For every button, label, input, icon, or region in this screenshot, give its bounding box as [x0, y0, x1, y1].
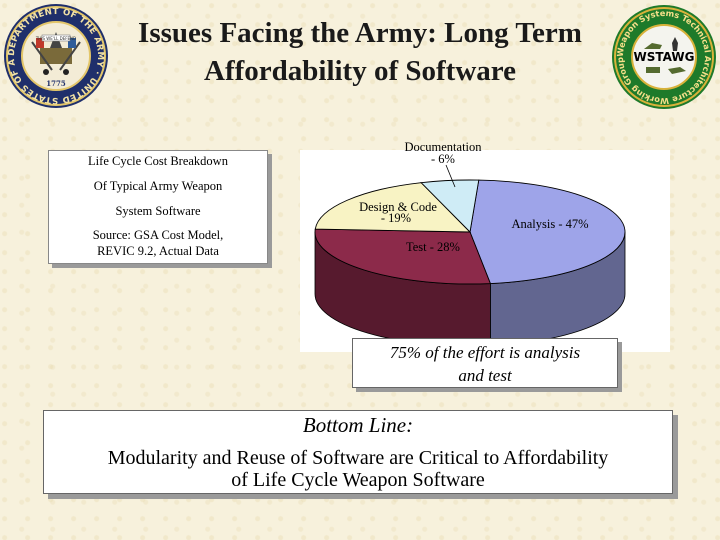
title-line-2: Affordability of Software	[204, 55, 516, 87]
info-line-4: Source: GSA Cost Model,	[92, 228, 224, 242]
label-design-line-2: - 19%	[381, 211, 411, 225]
info-line-2: Of Typical Army Weapon	[93, 179, 223, 193]
label-design-line-1: Design & Code	[359, 200, 437, 214]
info-box: Life Cycle Cost Breakdown Of Typical Arm…	[48, 150, 268, 264]
info-line-3: System Software	[115, 204, 201, 218]
info-line-5: REVIC 9.2, Actual Data	[97, 244, 219, 258]
label-documentation-line-2: - 6%	[431, 152, 455, 166]
army-seal-logo: DEPARTMENT OF THE ARMY · UNITED STATES O…	[2, 2, 108, 108]
label-test: Test - 28%	[406, 240, 460, 254]
seal-ribbon-text: THIS WE'LL DEFEND	[35, 36, 76, 41]
pie-slice-test	[314, 228, 492, 285]
bottom-line-text: Modularity and Reuse of Software are Cri…	[44, 447, 672, 491]
bottom-line-text-1: Modularity and Reuse of Software are Cri…	[107, 447, 609, 469]
title-line-1: Issues Facing the Army: Long Term	[138, 17, 582, 49]
label-analysis: Analysis - 47%	[511, 217, 588, 231]
analysis-test-callout: 75% of the effort is analysis and test	[352, 338, 618, 388]
bottom-line-box: Bottom Line: Modularity and Reuse of Sof…	[43, 410, 673, 494]
pie-slice-analysis	[469, 179, 626, 285]
pie-slice-documentation	[420, 179, 480, 233]
info-line-1: Life Cycle Cost Breakdown	[88, 154, 228, 168]
badge-name: WSTAWG	[634, 50, 695, 64]
bottom-line-heading: Bottom Line:	[302, 413, 414, 437]
callout-line-2: and test	[458, 366, 512, 385]
documentation-leader-line	[445, 164, 456, 188]
label-documentation-line-1: Documentation	[404, 140, 482, 154]
bottom-line-text-2: of Life Cycle Weapon Software	[231, 469, 485, 491]
wstawg-badge-logo: Weapon Systems Technical Architecture Wo…	[612, 5, 716, 109]
seal-year: 1775	[46, 79, 66, 88]
pie-slice-design-code	[314, 182, 472, 233]
callout-line-1: 75% of the effort is analysis	[389, 343, 581, 362]
slide-title: Issues Facing the Army: Long Term Afford…	[100, 14, 620, 90]
